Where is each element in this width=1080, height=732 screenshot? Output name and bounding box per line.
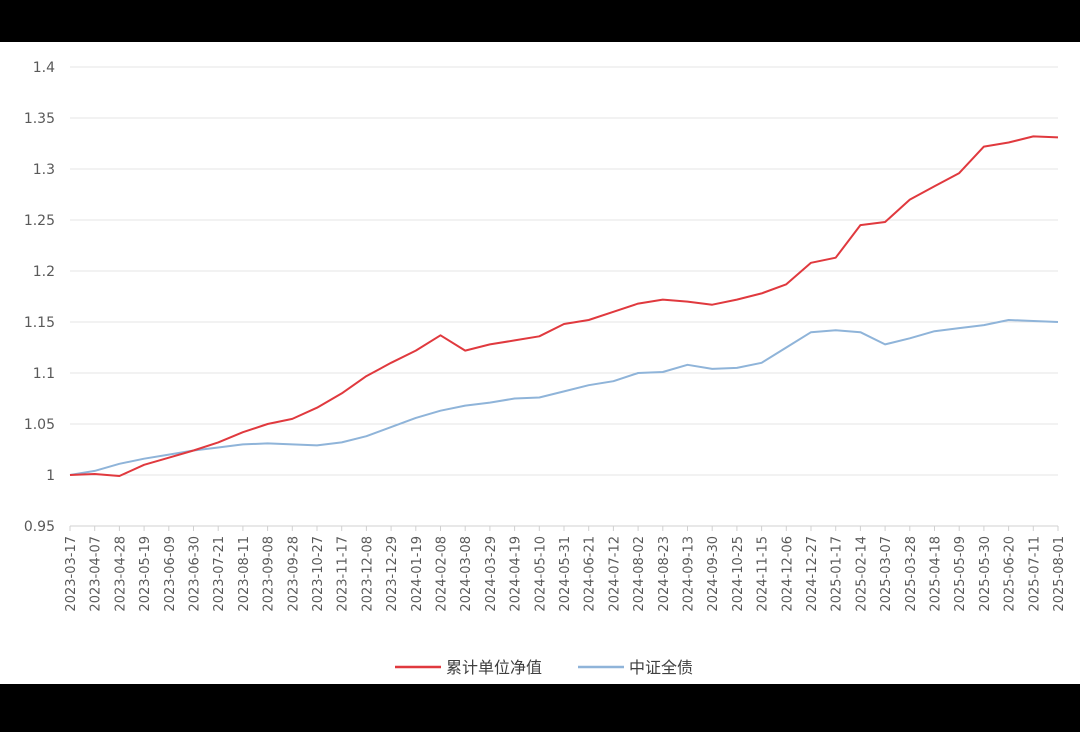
y-axis-tick-labels: 0.95 1 1.05 1.1 1.15 1.2 1.25 1.3 1.35 1.4 [24, 60, 55, 535]
x-tick-label: 2024-08-02 [632, 536, 647, 612]
series-lines [69, 135, 1059, 477]
x-tick-label: 2024-08-23 [657, 536, 672, 612]
x-tick-label: 2025-03-28 [904, 536, 919, 612]
x-tick-label: 2023-08-11 [237, 536, 252, 612]
x-tick-label: 2025-01-17 [830, 536, 845, 612]
x-tick-label: 2023-10-27 [311, 536, 326, 612]
legend-label: 累计单位净值 [446, 658, 542, 677]
x-tick-label: 2024-09-30 [706, 536, 721, 612]
x-tick-label: 2024-04-19 [509, 536, 524, 612]
x-tick-label: 2024-07-12 [607, 536, 622, 612]
x-tick-label: 2023-04-28 [113, 536, 128, 612]
x-tick-label: 2024-09-13 [682, 536, 697, 612]
y-tick-label: 1.15 [24, 315, 55, 331]
gridlines [70, 66, 1058, 527]
x-tick-label: 2024-12-06 [780, 536, 795, 612]
x-tick-label: 2025-07-11 [1027, 536, 1042, 612]
y-tick-label: 1.25 [24, 213, 55, 229]
y-tick-label: 1.35 [24, 111, 55, 127]
x-tick-label: 2024-03-29 [484, 536, 499, 612]
x-tick-label: 2025-06-20 [1003, 536, 1018, 612]
top-black-bar [0, 0, 1080, 42]
x-tick-label: 2024-03-08 [459, 536, 474, 612]
x-tick-label: 2023-06-09 [163, 536, 178, 612]
x-tick-label: 2025-05-30 [978, 536, 993, 612]
series-line-0 [69, 135, 1059, 477]
x-tick-label: 2024-10-25 [731, 536, 746, 612]
x-tick-label: 2024-05-10 [533, 536, 548, 612]
y-tick-label: 0.95 [24, 519, 55, 535]
x-tick-label: 2025-02-14 [854, 536, 869, 612]
x-tick-label: 2023-12-29 [385, 536, 400, 612]
x-tick-label: 2024-06-21 [583, 536, 598, 612]
x-tick-label: 2023-05-19 [138, 536, 153, 612]
x-tick-label: 2023-07-21 [212, 536, 227, 612]
series-line-1 [69, 319, 1059, 476]
y-tick-label: 1.1 [33, 366, 55, 382]
x-tick-label: 2023-06-30 [188, 536, 203, 612]
bottom-black-bar [0, 684, 1080, 732]
y-tick-label: 1 [46, 468, 55, 484]
x-tick-label: 2025-08-01 [1052, 536, 1067, 612]
x-tick-label: 2023-12-08 [360, 536, 375, 612]
legend: 累计单位净值 中证全债 [395, 658, 693, 677]
x-tick-label: 2024-12-27 [805, 536, 820, 612]
chart-panel: 0.95 1 1.05 1.1 1.15 1.2 1.25 1.3 1.35 1.4 2023-0… [0, 42, 1080, 684]
legend-label: 中证全债 [629, 658, 693, 677]
x-tick-label: 2023-04-07 [89, 536, 104, 612]
x-tick-label: 2023-09-28 [286, 536, 301, 612]
x-tick-label: 2024-01-19 [410, 536, 425, 612]
y-tick-label: 1.2 [33, 264, 55, 280]
x-tick-label: 2025-05-09 [953, 536, 968, 612]
line-chart: 0.95 1 1.05 1.1 1.15 1.2 1.25 1.3 1.35 1.4 2023-0… [24, 60, 1067, 677]
x-tick-label: 2024-02-08 [435, 536, 450, 612]
x-tick-label: 2024-11-15 [756, 536, 771, 612]
y-tick-label: 1.4 [33, 60, 55, 76]
x-tick-label: 2023-11-17 [336, 536, 351, 612]
x-tick-label: 2025-04-18 [929, 536, 944, 612]
y-tick-label: 1.05 [24, 417, 55, 433]
x-tick-label: 2023-03-17 [64, 536, 79, 612]
x-tick-label: 2025-03-07 [879, 536, 894, 612]
y-tick-label: 1.3 [33, 162, 55, 178]
x-tick-label: 2024-05-31 [558, 536, 573, 612]
x-tick-label: 2023-09-08 [262, 536, 277, 612]
x-axis-tick-labels: 2023-03-17 2023-04-07 2023-04-28 2023-05-19… [64, 526, 1067, 612]
